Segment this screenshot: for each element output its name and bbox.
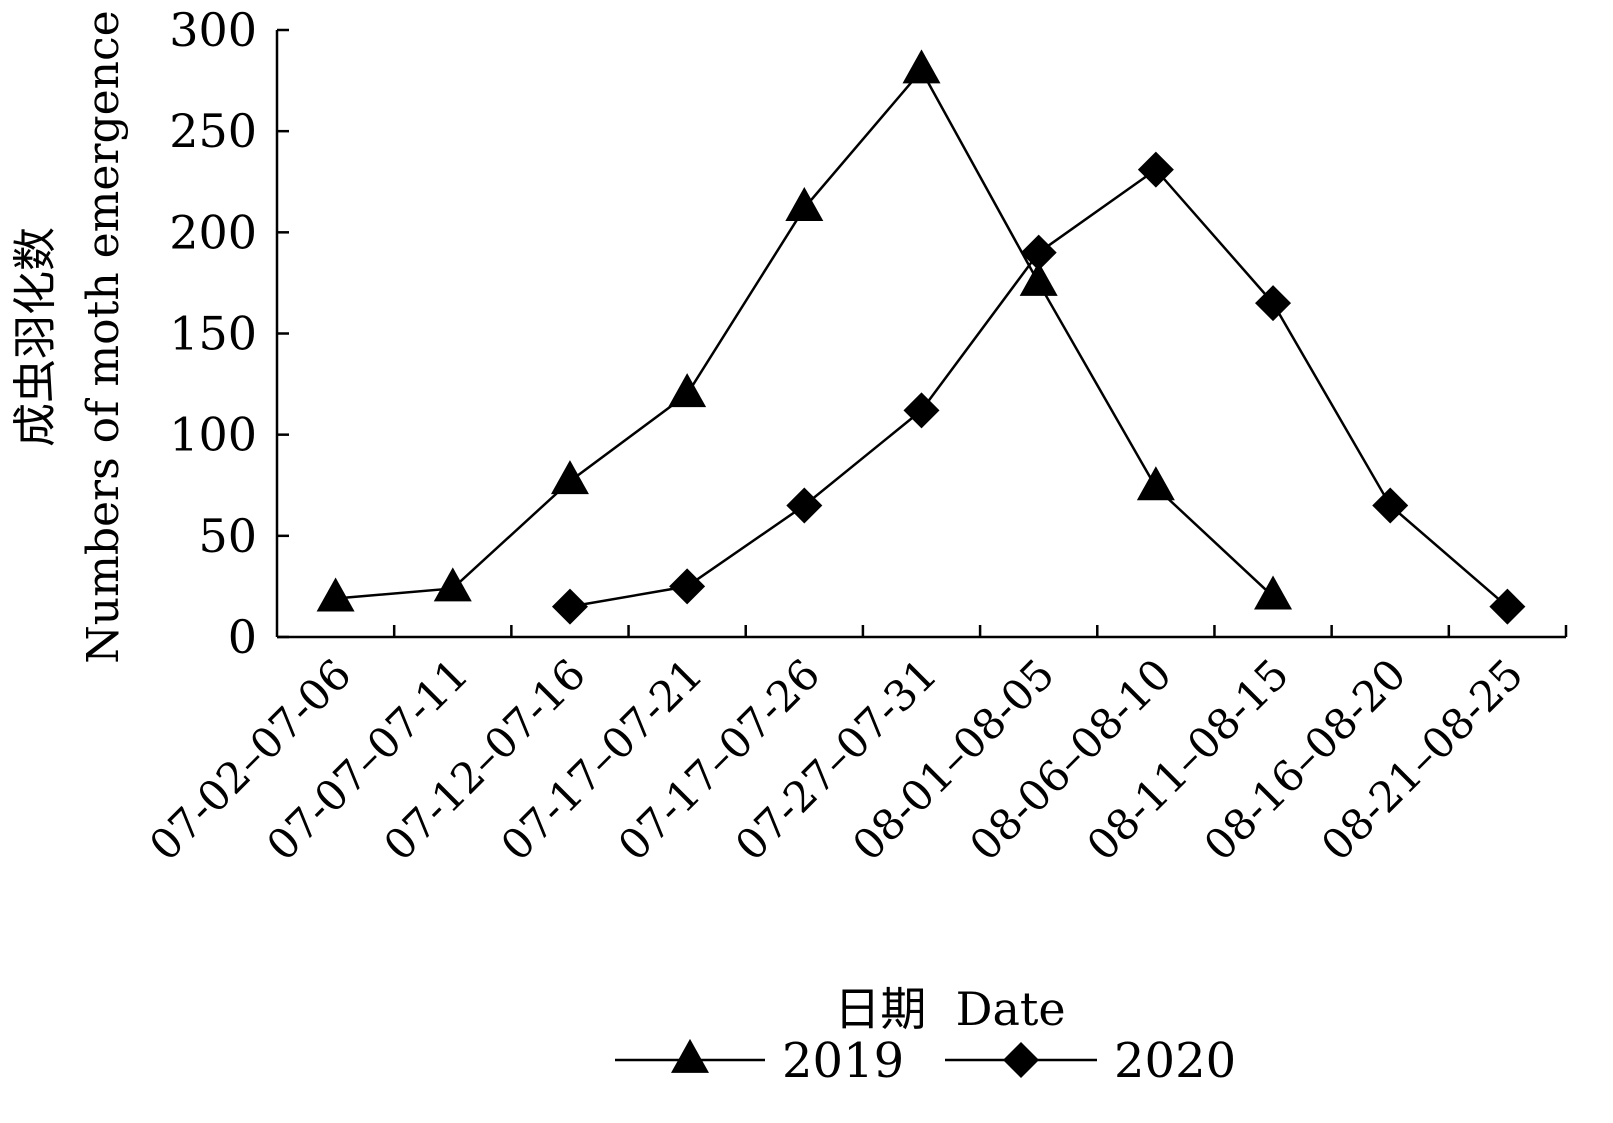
x-tick-label: 07-17–07-21 — [491, 649, 712, 870]
data-point-2020 — [1137, 151, 1174, 188]
data-point-2019 — [550, 460, 589, 495]
y-tick-label: 200 — [169, 205, 257, 259]
x-tick-label: 07-07–07-11 — [257, 649, 478, 870]
axes — [275, 30, 1566, 639]
x-tick-label: 08-06–08-10 — [960, 649, 1181, 870]
y-tick-label: 150 — [169, 307, 257, 361]
data-point-2019 — [902, 49, 941, 84]
series-group — [316, 49, 1526, 625]
data-point-2019 — [316, 577, 355, 612]
data-point-2020 — [1020, 234, 1057, 271]
data-point-2019 — [668, 373, 707, 408]
data-point-2019 — [785, 186, 824, 221]
data-point-2019 — [1019, 261, 1058, 296]
data-point-2020 — [551, 588, 588, 625]
x-tick-label: 07-12–07-16 — [374, 649, 595, 870]
legend-item-2019: 2019 — [615, 1033, 904, 1089]
y-tick-label: 100 — [169, 408, 257, 462]
x-tick-label: 07-17–07-26 — [609, 649, 830, 870]
x-tick-label: 08-11–08-15 — [1077, 649, 1298, 870]
data-point-2019 — [1254, 575, 1293, 610]
y-tick-label: 0 — [228, 610, 257, 664]
legend-marker — [1003, 1042, 1039, 1078]
x-axis-label: 日期 Date — [834, 982, 1065, 1036]
y-axis-label-zh: 成虫羽化数 — [10, 227, 61, 447]
legend-label: 2020 — [1114, 1033, 1236, 1089]
series-2020 — [551, 151, 1526, 625]
data-point-2020 — [1255, 285, 1292, 322]
data-point-2020 — [786, 487, 823, 524]
x-tick-label: 07-27–07-31 — [726, 649, 947, 870]
y-tick-label: 300 — [169, 3, 257, 57]
legend-marker — [671, 1038, 709, 1073]
data-point-2020 — [903, 392, 940, 429]
x-tick-label: 07-02–07-06 — [140, 649, 361, 870]
data-point-2019 — [1136, 466, 1175, 501]
x-ticks: 07-02–07-0607-07–07-1107-12–07-1607-17–0… — [140, 625, 1568, 870]
x-tick-label: 08-01–08-05 — [843, 649, 1064, 870]
legend-label: 2019 — [782, 1033, 904, 1089]
legend: 2019 2020 — [615, 1033, 1236, 1089]
data-point-2020 — [1489, 588, 1526, 625]
legend-item-2020: 2020 — [945, 1033, 1236, 1089]
data-point-2020 — [669, 568, 706, 605]
y-tick-label: 50 — [198, 509, 257, 563]
series-2019 — [316, 49, 1293, 612]
y-ticks: 0 50 100 150 200 250 300 — [169, 3, 289, 664]
y-tick-label: 250 — [169, 104, 257, 158]
data-point-2020 — [1372, 487, 1409, 524]
y-axis-label-en: Numbers of moth emergence — [78, 10, 129, 663]
x-tick-label: 08-16–08-20 — [1195, 649, 1416, 870]
x-tick-label: 08-21–08-25 — [1312, 649, 1533, 870]
data-point-2019 — [433, 567, 472, 602]
